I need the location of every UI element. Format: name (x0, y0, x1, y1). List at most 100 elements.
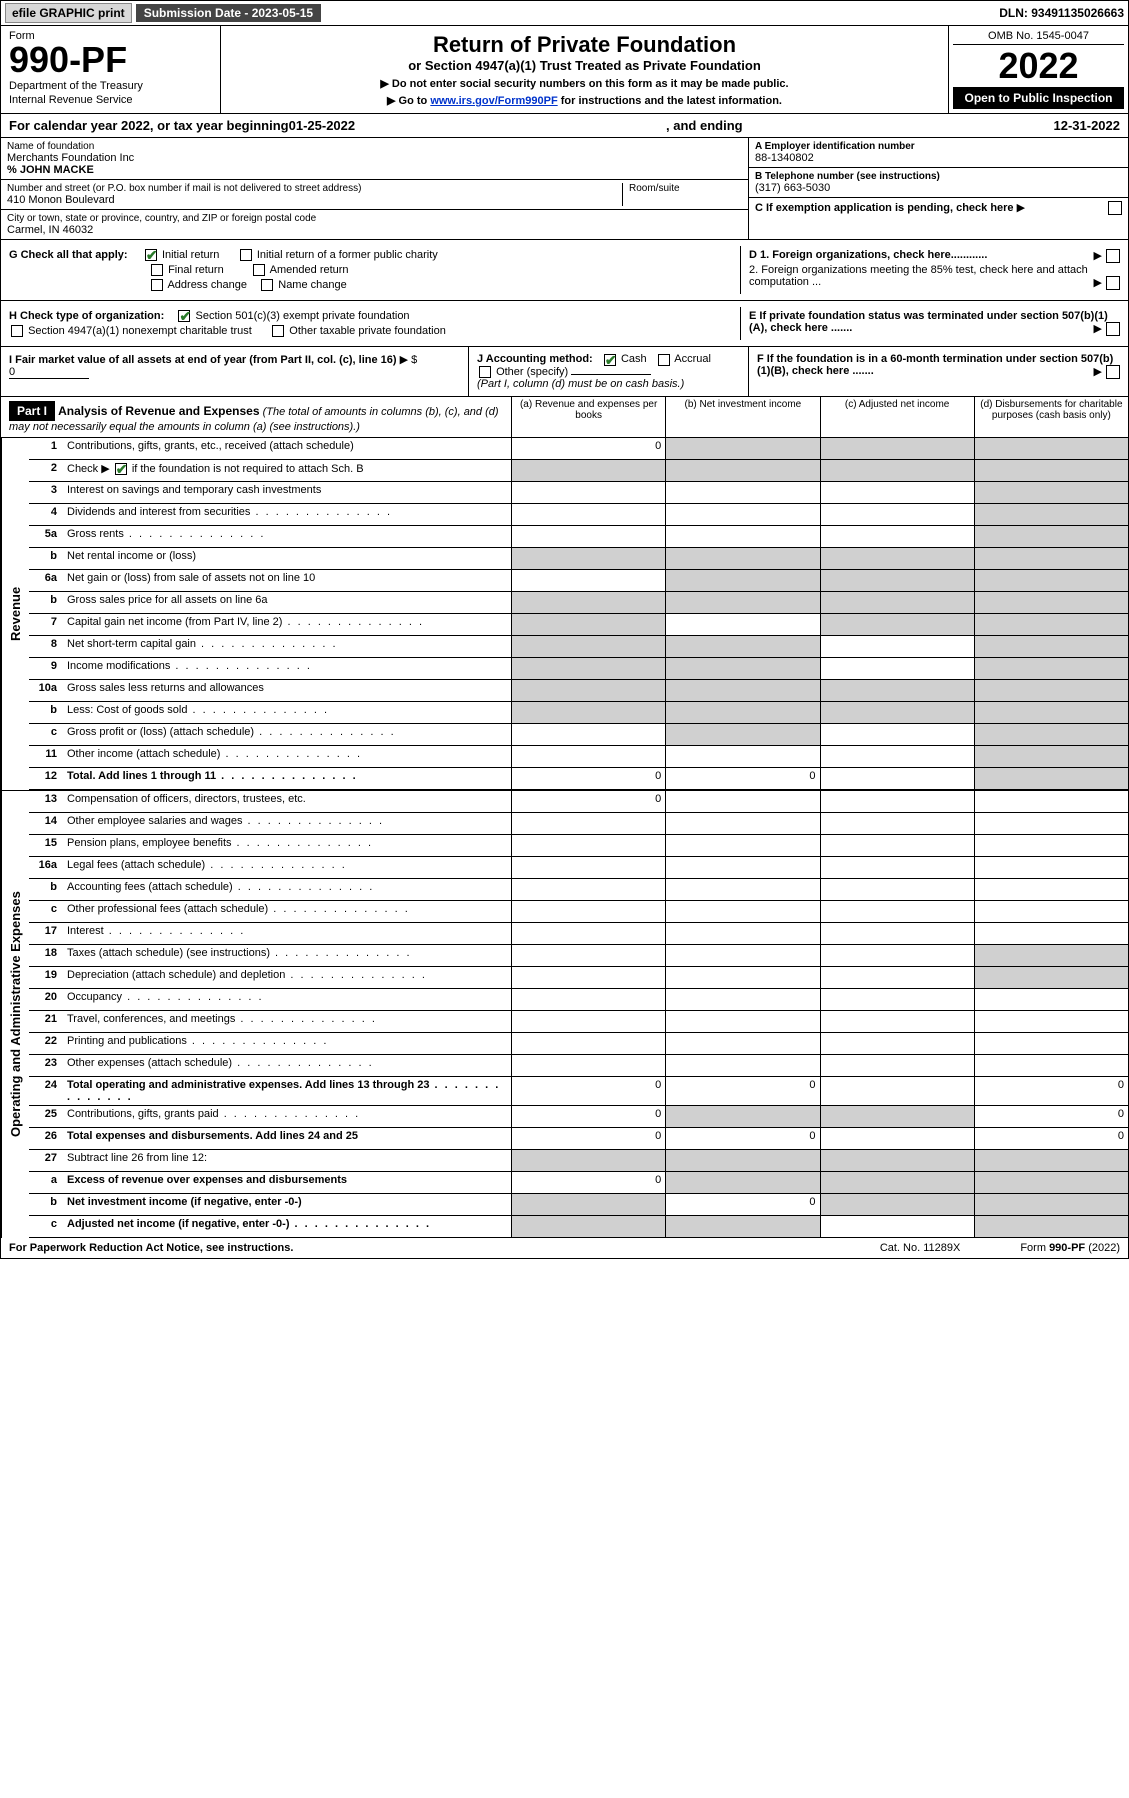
line-8-desc: Net short-term capital gain (63, 636, 511, 657)
j-other-checkbox[interactable] (479, 366, 491, 378)
ein-label: A Employer identification number (755, 141, 1122, 152)
ln: b (29, 548, 63, 569)
h-501c3-checkbox[interactable] (178, 310, 190, 322)
cell-shaded (974, 1216, 1128, 1237)
ln: 18 (29, 945, 63, 966)
note2-pre: ▶ Go to (387, 95, 430, 107)
ln: 8 (29, 636, 63, 657)
cell (820, 1011, 974, 1032)
irs-link[interactable]: www.irs.gov/Form990PF (430, 95, 557, 107)
i-label: I Fair market value of all assets at end… (9, 354, 397, 366)
g-final-checkbox[interactable] (151, 264, 163, 276)
cell (665, 879, 819, 900)
footer-right: Form 990-PF (2022) (1020, 1242, 1120, 1254)
cell (820, 1033, 974, 1054)
g-initial-former: Initial return of a former public charit… (257, 249, 438, 261)
cell (820, 526, 974, 547)
schb-checkbox[interactable] (115, 463, 127, 475)
line-26-b: 0 (665, 1128, 819, 1149)
j-cash-checkbox[interactable] (604, 354, 616, 366)
efile-print-button[interactable]: efile GRAPHIC print (5, 3, 132, 23)
j-other-input[interactable] (571, 374, 651, 375)
cell (974, 1033, 1128, 1054)
cell-shaded (665, 724, 819, 745)
omb-number: OMB No. 1545-0047 (953, 30, 1124, 45)
cell (665, 923, 819, 944)
header-right: OMB No. 1545-0047 2022 Open to Public In… (948, 26, 1128, 113)
cell (974, 901, 1128, 922)
ln: a (29, 1172, 63, 1193)
cell (511, 945, 665, 966)
cell (665, 482, 819, 503)
cell-shaded (665, 1150, 819, 1171)
h-4947-checkbox[interactable] (11, 325, 23, 337)
cell (820, 813, 974, 834)
cell-shaded (665, 1106, 819, 1127)
cell-shaded (820, 570, 974, 591)
ln: 17 (29, 923, 63, 944)
cell (665, 901, 819, 922)
top-bar: efile GRAPHIC print Submission Date - 20… (0, 0, 1129, 26)
line-24-desc: Total operating and administrative expen… (63, 1077, 511, 1105)
ln: b (29, 1194, 63, 1215)
cell (820, 989, 974, 1010)
cell (820, 746, 974, 767)
ln: 19 (29, 967, 63, 988)
g-name-checkbox[interactable] (261, 279, 273, 291)
d2-checkbox[interactable] (1106, 276, 1120, 290)
footer: For Paperwork Reduction Act Notice, see … (0, 1238, 1129, 1259)
h-other-checkbox[interactable] (272, 325, 284, 337)
cell-shaded (665, 658, 819, 679)
arrow-icon: ▶ (1094, 249, 1102, 262)
ln: b (29, 879, 63, 900)
arrow-icon: ▶ (1017, 201, 1025, 214)
cell (511, 526, 665, 547)
cell (820, 482, 974, 503)
cell (665, 1011, 819, 1032)
i-arrow: ▶ $ (400, 354, 418, 366)
e-checkbox[interactable] (1106, 322, 1120, 336)
line-27-desc: Subtract line 26 from line 12: (63, 1150, 511, 1171)
cell-shaded (820, 1194, 974, 1215)
g-amended-checkbox[interactable] (253, 264, 265, 276)
e-label: E If private foundation status was termi… (749, 310, 1108, 334)
cell (974, 857, 1128, 878)
cell-shaded (974, 658, 1128, 679)
c-checkbox[interactable] (1108, 201, 1122, 215)
note2-post: for instructions and the latest informat… (558, 95, 782, 107)
address-cell: Number and street (or P.O. box number if… (1, 180, 748, 210)
cell-shaded (665, 460, 819, 481)
line-27c-desc: Adjusted net income (if negative, enter … (63, 1216, 511, 1237)
cell-shaded (974, 746, 1128, 767)
cell (511, 570, 665, 591)
ln: c (29, 1216, 63, 1237)
cell (820, 504, 974, 525)
cell-shaded (820, 548, 974, 569)
cell (511, 967, 665, 988)
g-addr-checkbox[interactable] (151, 279, 163, 291)
j-other: Other (specify) (496, 366, 568, 378)
cell-shaded (974, 1172, 1128, 1193)
line-9-desc: Income modifications (63, 658, 511, 679)
f-checkbox[interactable] (1106, 365, 1120, 379)
cell (820, 791, 974, 812)
opex-section: Operating and Administrative Expenses 13… (0, 790, 1129, 1238)
cell (511, 724, 665, 745)
form-note-1: ▶ Do not enter social security numbers o… (229, 77, 940, 90)
j-accrual-checkbox[interactable] (658, 354, 670, 366)
part1-header: Part I Analysis of Revenue and Expenses … (0, 397, 1129, 438)
i-value: 0 (9, 366, 89, 379)
g-initial-checkbox[interactable] (145, 249, 157, 261)
footer-mid: Cat. No. 11289X (880, 1242, 961, 1254)
line-26-desc: Total expenses and disbursements. Add li… (63, 1128, 511, 1149)
cell-shaded (820, 614, 974, 635)
j-note: (Part I, column (d) must be on cash basi… (477, 378, 684, 390)
line-4-desc: Dividends and interest from securities (63, 504, 511, 525)
line-13-a: 0 (511, 791, 665, 812)
cell-shaded (665, 1172, 819, 1193)
g-initial-former-checkbox[interactable] (240, 249, 252, 261)
cell-shaded (511, 548, 665, 569)
h-opt1: Section 501(c)(3) exempt private foundat… (196, 310, 410, 322)
d1-checkbox[interactable] (1106, 249, 1120, 263)
line-26-d: 0 (974, 1128, 1128, 1149)
